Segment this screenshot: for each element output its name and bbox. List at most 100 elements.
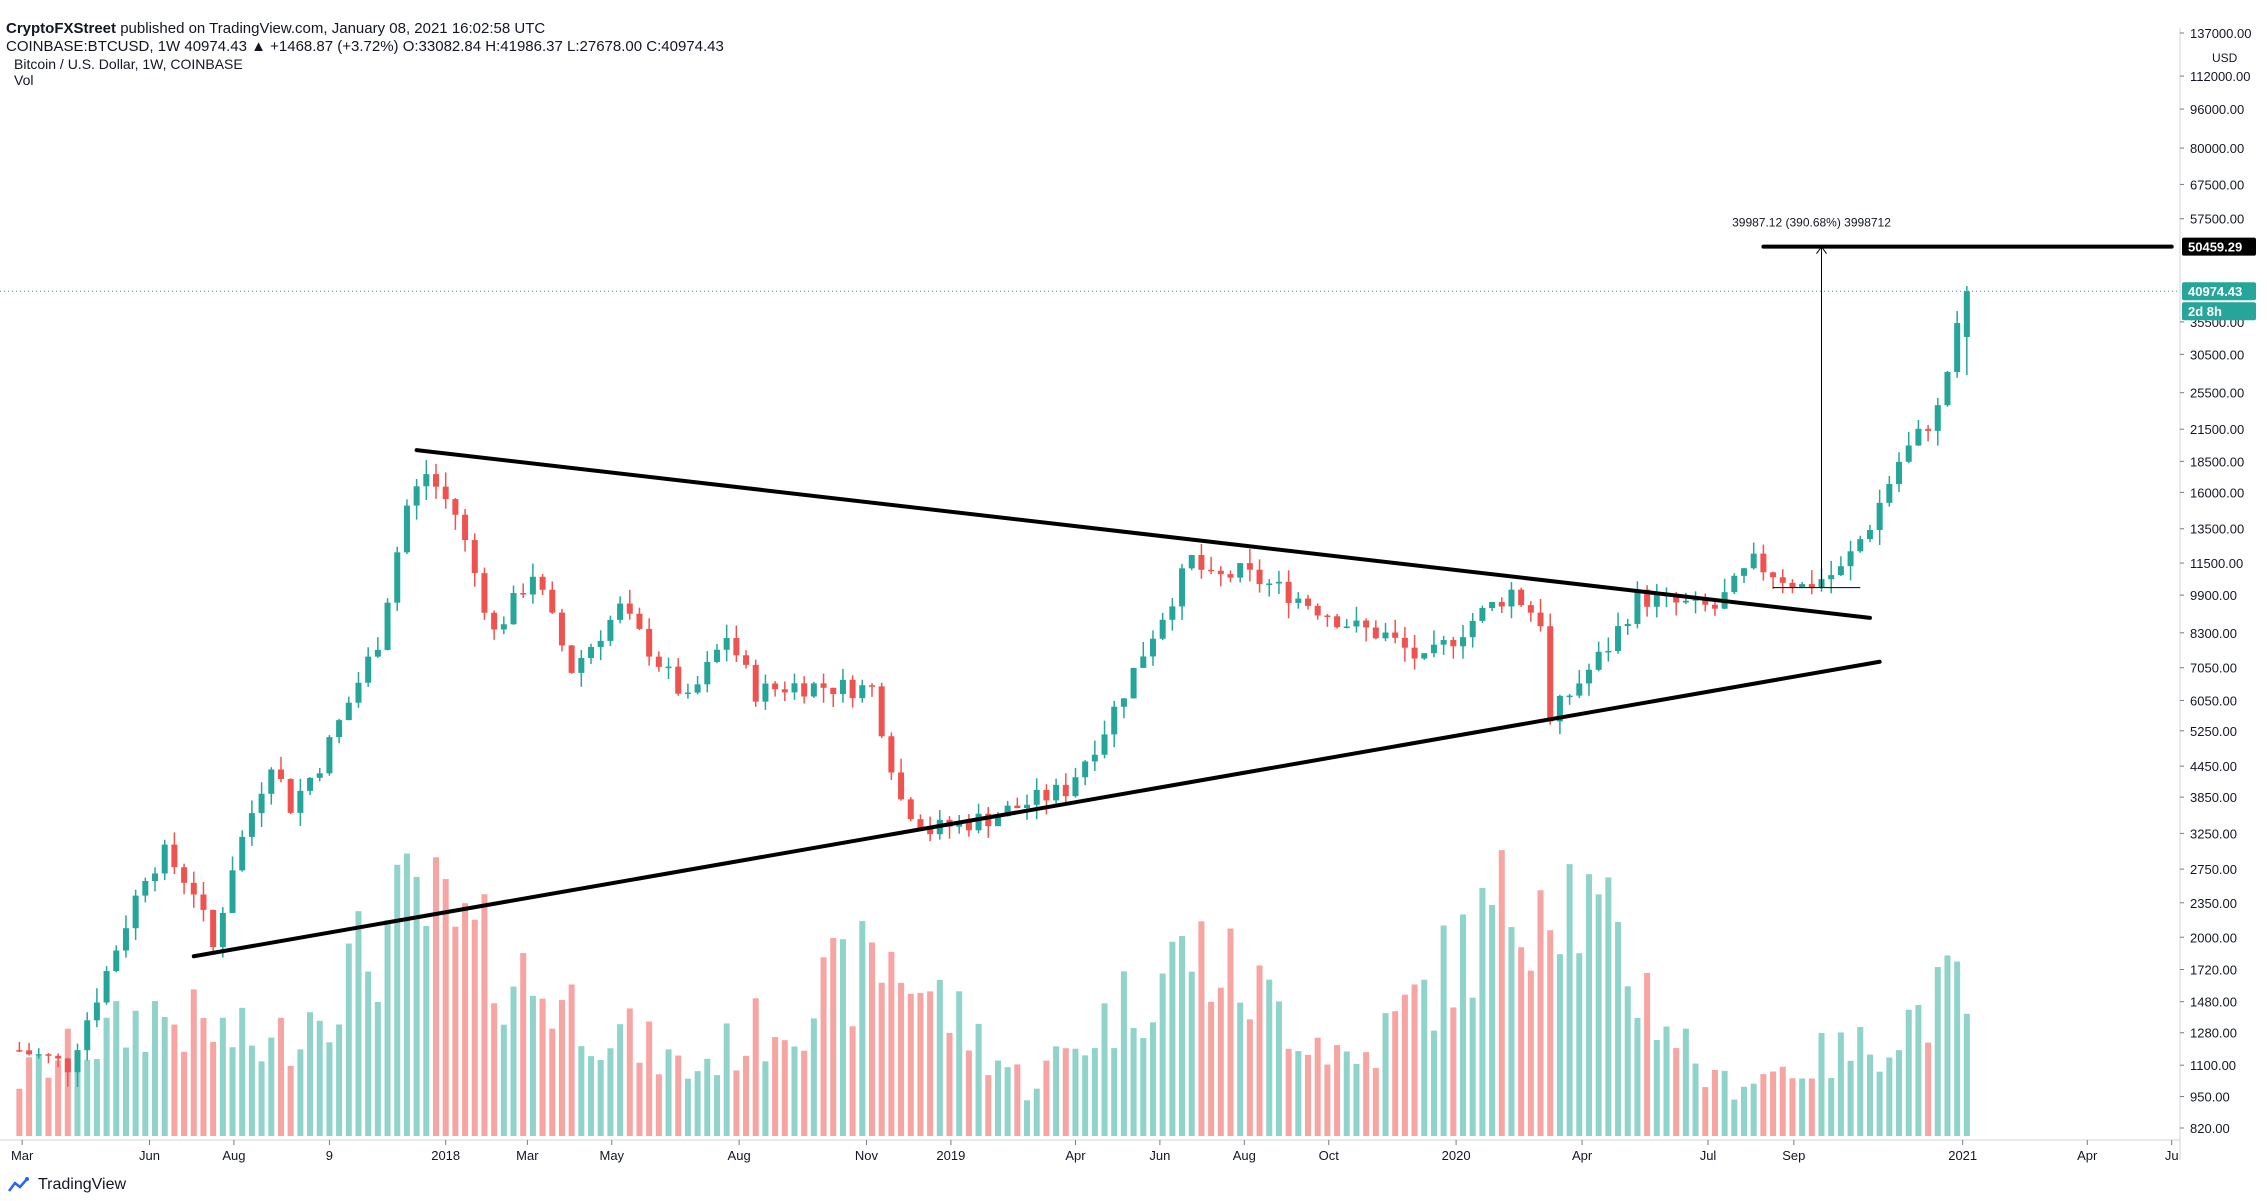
volume-bar xyxy=(781,1040,788,1136)
currency-unit[interactable]: USD xyxy=(2212,51,2238,65)
volume-bar xyxy=(1760,1074,1767,1136)
candle-body xyxy=(1828,575,1835,580)
candle-body xyxy=(1682,600,1689,603)
price-tick-label: 25500.00 xyxy=(2190,386,2244,401)
volume-bar xyxy=(694,1071,701,1136)
candle-body xyxy=(1925,428,1932,431)
candle-body xyxy=(336,720,343,738)
drawings[interactable]: 39987.12 (390.68%) 3998712 xyxy=(0,216,2180,959)
volume-bar xyxy=(568,984,575,1136)
time-tick-label: Apr xyxy=(1065,1148,1086,1163)
candle-body xyxy=(985,813,992,827)
volume-bar xyxy=(1847,1060,1854,1136)
candle-body xyxy=(1082,761,1089,778)
candle-body xyxy=(229,870,236,913)
candle-body xyxy=(675,666,682,694)
volume-bar xyxy=(1469,997,1476,1136)
volume-bar xyxy=(200,1018,207,1136)
volume-bar xyxy=(743,1055,750,1136)
time-tick-label: 2020 xyxy=(1442,1148,1471,1163)
volume-bar xyxy=(1770,1071,1777,1136)
price-tick-label: 6050.00 xyxy=(2190,693,2237,708)
candle-body xyxy=(1518,589,1525,606)
volume-bar xyxy=(994,1060,1001,1136)
volume-bar xyxy=(1363,1052,1370,1136)
trendline-lower[interactable] xyxy=(191,659,1882,959)
candle-body xyxy=(1886,484,1893,503)
candle-body xyxy=(239,836,246,871)
candle-body xyxy=(423,474,430,487)
tradingview-brand[interactable]: TradingView xyxy=(8,1176,126,1194)
volume-bar xyxy=(1789,1078,1796,1136)
candle-body xyxy=(1072,777,1079,797)
time-tick-label: Aug xyxy=(222,1148,245,1163)
candle-body xyxy=(355,682,362,703)
candle-body xyxy=(1188,555,1195,569)
volume-bar xyxy=(1140,1038,1147,1136)
time-tick-label: Aug xyxy=(1233,1148,1256,1163)
candle-body xyxy=(1934,405,1941,431)
volume-bar xyxy=(297,1049,304,1136)
candle-body xyxy=(1469,620,1476,638)
price-tick-label: 7050.00 xyxy=(2190,661,2237,676)
candle-body xyxy=(1004,805,1011,817)
volume-bar xyxy=(1392,1011,1399,1136)
publisher[interactable]: CryptoFXStreet xyxy=(6,20,117,37)
volume-bar xyxy=(1266,979,1273,1136)
candle-body xyxy=(1644,589,1651,607)
price-tick-label: 1100.00 xyxy=(2190,1058,2236,1073)
candle-body xyxy=(529,576,536,595)
time-axis[interactable]: Mar Jun Aug 9 2018 Mar May Aug Nov 2019 Apr Jun Aug O… xyxy=(0,1139,2180,1163)
volume-bar xyxy=(1876,1071,1883,1136)
trendline-upper[interactable] xyxy=(414,448,1872,620)
volume-bar xyxy=(1120,971,1127,1136)
volume-bar xyxy=(1556,954,1563,1136)
candle-body xyxy=(142,880,149,896)
volume-bar xyxy=(1547,930,1554,1136)
candle-body xyxy=(1217,570,1224,575)
candle-body xyxy=(1634,589,1641,624)
legend-volume-label[interactable]: Vol xyxy=(14,72,34,88)
price-badge-label: 2d 8h xyxy=(2188,304,2222,319)
candle-body xyxy=(1120,698,1127,707)
volume-bar xyxy=(307,1012,314,1136)
volume-bar xyxy=(1808,1078,1815,1136)
volume-bar xyxy=(1169,941,1176,1136)
candles xyxy=(16,286,1970,1088)
candle-body xyxy=(898,772,905,800)
candle-body xyxy=(1731,575,1738,593)
volume-bar xyxy=(374,1002,381,1136)
volume-bar xyxy=(1304,1054,1312,1136)
price-tick-label: 96000.00 xyxy=(2190,102,2244,117)
volume-bar xyxy=(898,982,905,1136)
volume-bar xyxy=(907,993,914,1136)
volume-bar xyxy=(1925,1042,1932,1136)
candle-body xyxy=(927,828,934,835)
volume-bar xyxy=(1585,874,1592,1136)
volume-bar xyxy=(1721,1070,1728,1136)
candle-body xyxy=(549,589,556,613)
time-tick-label: 9 xyxy=(326,1148,333,1163)
candle-body xyxy=(684,692,691,695)
volume-bar xyxy=(316,1020,323,1136)
candle-body xyxy=(452,499,459,515)
volume-bar xyxy=(413,876,420,1136)
candle-body xyxy=(316,773,323,778)
candle-body xyxy=(888,736,895,773)
legend-symbol-title[interactable]: Bitcoin / U.S. Dollar, 1W, COINBASE xyxy=(14,56,243,72)
candle-body xyxy=(1460,637,1467,647)
candle-body xyxy=(1576,683,1583,696)
volume-bar xyxy=(491,1003,498,1136)
volume-bar xyxy=(1450,1007,1457,1136)
candle-body xyxy=(1304,598,1312,606)
price-axis[interactable]: 137000.00 112000.00 96000.00 80000.00 67500.… xyxy=(2179,26,2251,1160)
volume-bar xyxy=(161,1016,168,1136)
candle-body xyxy=(200,894,207,910)
time-tick-label: Apr xyxy=(1572,1148,1593,1163)
time-tick-label: Aug xyxy=(728,1148,751,1163)
volume-bar xyxy=(1082,1055,1089,1136)
candle-body xyxy=(1702,597,1709,605)
candle-body xyxy=(1130,667,1137,699)
volume-bar xyxy=(917,993,924,1136)
